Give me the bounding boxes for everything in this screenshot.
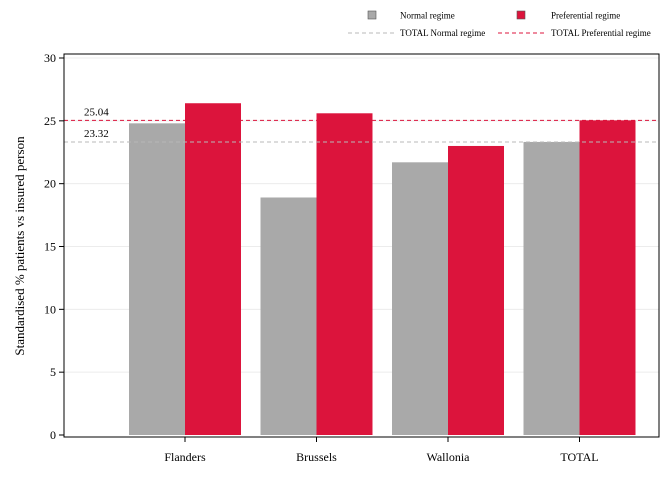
y-tick-label: 5 <box>50 365 56 379</box>
legend-label-preferential: Preferential regime <box>551 11 620 21</box>
y-tick-label: 25 <box>44 114 56 128</box>
reference-line-label: 25.04 <box>84 106 109 118</box>
x-tick-label: TOTAL <box>560 450 598 464</box>
y-tick-label: 30 <box>44 51 56 65</box>
legend-label-total-preferential: TOTAL Preferential regime <box>551 28 651 38</box>
y-axis: 0 5 10 15 20 25 30 <box>44 51 64 442</box>
legend: Normal regime Preferential regime TOTAL … <box>348 10 651 38</box>
bar-preferential-flanders <box>185 103 241 436</box>
bars <box>129 103 636 436</box>
bar-preferential-brussels <box>316 113 373 435</box>
bar-normal-brussels <box>260 197 317 435</box>
y-tick-label: 15 <box>44 240 56 254</box>
legend-swatch-normal <box>367 10 377 20</box>
legend-swatch-preferential <box>516 10 526 20</box>
y-tick-label: 10 <box>44 302 56 316</box>
plot-frame <box>63 53 660 438</box>
bar-normal-total <box>523 141 580 436</box>
bar-normal-flanders <box>129 123 185 435</box>
bar-normal-wallonia <box>392 162 448 435</box>
bar-preferential-wallonia <box>448 145 504 435</box>
y-axis-title: Standardised % patients vs insured perso… <box>12 136 27 356</box>
legend-label-normal: Normal regime <box>400 11 455 21</box>
bar-preferential-total <box>579 120 636 436</box>
legend-label-total-normal: TOTAL Normal regime <box>400 28 485 38</box>
reference-line-label: 23.32 <box>84 128 109 140</box>
reference-lines: 23.32 25.04 <box>64 106 659 143</box>
x-tick-label: Brussels <box>296 450 337 464</box>
x-axis: Flanders Brussels Wallonia TOTAL <box>164 437 599 464</box>
y-tick-label: 0 <box>50 428 56 442</box>
y-tick-label: 20 <box>44 177 56 191</box>
x-tick-label: Flanders <box>164 450 206 464</box>
x-tick-label: Wallonia <box>426 450 470 464</box>
